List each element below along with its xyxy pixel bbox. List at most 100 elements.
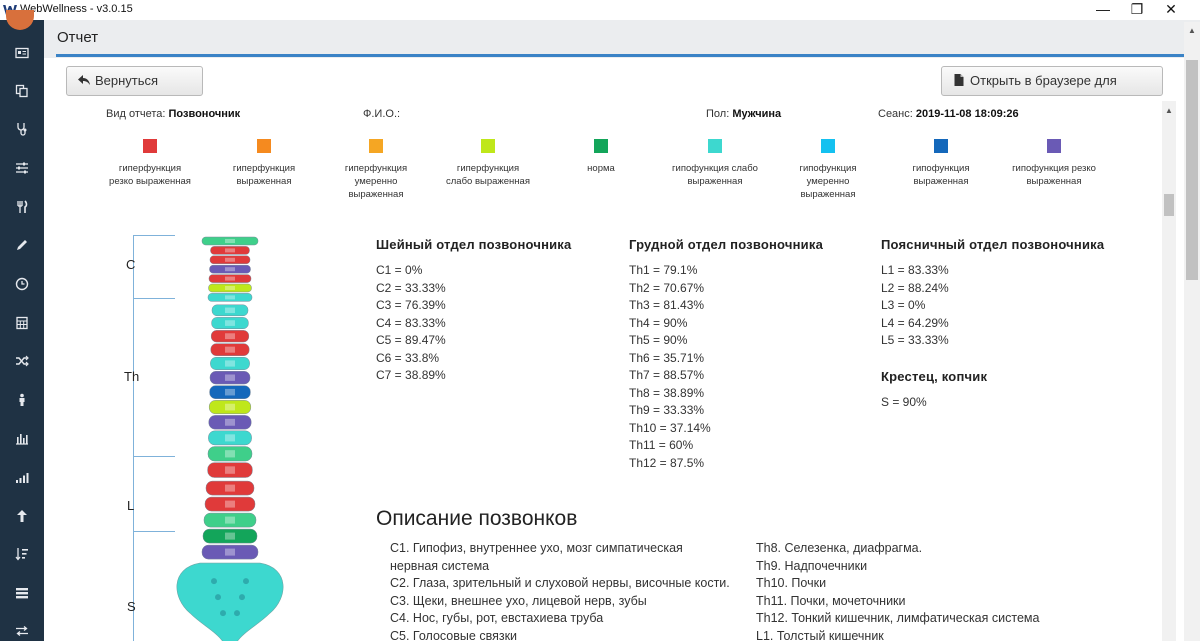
sidebar-item-id-card[interactable] xyxy=(14,45,30,61)
lumbar-value: L1 = 83.33% xyxy=(881,263,949,277)
vertebra-process xyxy=(225,307,235,314)
report-type-label: Вид отчета: xyxy=(106,108,166,120)
legend-item: гипофункция резко выраженная xyxy=(999,139,1109,188)
sidebar-item-shuffle[interactable] xyxy=(14,353,30,369)
description-line: нервная система xyxy=(390,558,490,573)
sidebar-item-nutrition[interactable] xyxy=(14,199,30,215)
vertebra xyxy=(207,446,253,462)
sacral-foramen xyxy=(220,610,226,617)
window-scrollbar-thumb[interactable] xyxy=(1186,60,1198,280)
region-tick xyxy=(133,456,175,457)
region-tick xyxy=(133,298,175,299)
legend-swatch xyxy=(934,139,948,153)
page-title: Отчет xyxy=(57,29,99,46)
sidebar-item-history[interactable] xyxy=(14,276,30,292)
sidebar-item-calculator[interactable] xyxy=(14,315,30,331)
vertebra xyxy=(210,343,250,356)
vertebra-process xyxy=(225,516,235,524)
legend-swatch xyxy=(821,139,835,153)
vertebra xyxy=(208,274,252,283)
sidebar-item-upload[interactable] xyxy=(14,508,30,524)
legend-text: гиперфункция xyxy=(118,163,182,174)
legend-text: выраженная xyxy=(1026,176,1082,187)
avatar[interactable] xyxy=(6,10,34,30)
sidebar-item-stethoscope[interactable] xyxy=(14,121,30,137)
vertebra xyxy=(211,317,249,330)
description-line: C4. Нос, губы, рот, евстахиева труба xyxy=(390,611,604,626)
page-header: Отчет xyxy=(44,20,1200,58)
id-card-icon xyxy=(15,47,29,59)
legend-item: гиперфункция выраженная xyxy=(209,139,319,188)
sliders-icon xyxy=(16,162,28,174)
thoracic-value: Th12 = 87.5% xyxy=(629,455,705,470)
window-scrollbar[interactable]: ▲ xyxy=(1184,22,1200,641)
legend-item: гипофункция слабо выраженная xyxy=(660,139,770,188)
legend-swatch xyxy=(143,139,157,153)
vertebra xyxy=(201,236,259,246)
vertebra-process xyxy=(225,295,235,300)
vertebra-process xyxy=(225,239,235,243)
legend-text: гиперфункция xyxy=(456,163,520,174)
vertebra xyxy=(208,430,252,446)
description-line: C1. Гипофиз, внутреннее ухо, мозг симпат… xyxy=(390,541,683,555)
sidebar-item-list[interactable] xyxy=(14,585,30,601)
vertebra-process xyxy=(225,286,235,290)
transfer-icon xyxy=(16,625,28,637)
vertebra xyxy=(210,330,250,343)
open-in-browser-button[interactable]: Открыть в браузере для печати xyxy=(941,66,1163,116)
sidebar-item-person[interactable] xyxy=(14,392,30,408)
legend-text: выраженная xyxy=(913,176,969,187)
reply-arrow-icon xyxy=(78,75,90,85)
legend-text: гипофункция xyxy=(799,163,857,174)
legend-text: слабо выраженная xyxy=(446,176,530,187)
bar-chart-icon xyxy=(16,434,28,445)
vertebra-process xyxy=(225,248,235,253)
sidebar-item-copy[interactable] xyxy=(14,83,30,99)
legend-swatch xyxy=(708,139,722,153)
sidebar-item-bar-chart[interactable] xyxy=(14,430,30,446)
window-scroll-up-arrow-icon[interactable]: ▲ xyxy=(1188,26,1196,35)
vertebra xyxy=(208,400,252,415)
pencil-icon xyxy=(17,240,27,250)
sacral-foramen xyxy=(239,594,245,601)
description-title: Описание позвонков xyxy=(376,507,578,530)
vertebra xyxy=(211,304,249,317)
copy-icon xyxy=(15,84,28,98)
sacral-foramen xyxy=(243,578,249,585)
legend-text: гипофункция резко xyxy=(1012,163,1096,174)
lumbar-value: L3 = 0% xyxy=(881,298,926,312)
cervical-value: C5 = 89.47% xyxy=(376,333,446,347)
vertebra-process xyxy=(225,320,235,326)
sacrum-title: Крестец, копчик xyxy=(881,369,988,384)
vertebra xyxy=(204,496,256,512)
legend-swatch xyxy=(481,139,495,153)
sacral-foramen xyxy=(215,594,221,601)
scroll-up-arrow-icon[interactable]: ▲ xyxy=(1165,106,1173,115)
legend-text: выраженная xyxy=(800,189,856,200)
lumbar-value: L5 = 33.33% xyxy=(881,333,949,347)
minimize-button[interactable]: — xyxy=(1096,1,1110,17)
restore-button[interactable]: ❐ xyxy=(1130,1,1144,17)
legend-text: гиперфункция xyxy=(344,163,408,174)
vertebra-process xyxy=(225,346,235,353)
thoracic-value: Th10 = 37.14% xyxy=(629,420,711,435)
sidebar-item-sort[interactable] xyxy=(14,546,30,562)
back-button[interactable]: Вернуться назад xyxy=(66,66,203,116)
lumbar-list: L1 = 83.33% L2 = 88.24% L3 = 0% L4 = 64.… xyxy=(881,262,949,350)
report-scrollbar[interactable]: ▲ xyxy=(1162,101,1176,641)
sidebar-item-settings[interactable] xyxy=(14,160,30,176)
gender-value: Мужчина xyxy=(732,108,782,120)
patient-name: Ф.И.О.: xyxy=(363,108,400,120)
sidebar-item-transfer[interactable] xyxy=(14,623,30,639)
vertebra-process xyxy=(225,484,235,492)
sidebar-item-signal[interactable] xyxy=(14,469,30,485)
legend-text: гипофункция слабо xyxy=(672,163,758,174)
sacral-foramen xyxy=(211,578,217,585)
report-type: Вид отчета: Позвоночник xyxy=(106,108,240,120)
report-scrollbar-thumb[interactable] xyxy=(1164,194,1174,216)
vertebra xyxy=(208,283,252,293)
description-line: L1. Толстый кишечник xyxy=(756,628,884,641)
sidebar-item-edit[interactable] xyxy=(14,237,30,253)
close-button[interactable]: ✕ xyxy=(1165,1,1177,17)
legend-text: гипофункция xyxy=(912,163,970,174)
